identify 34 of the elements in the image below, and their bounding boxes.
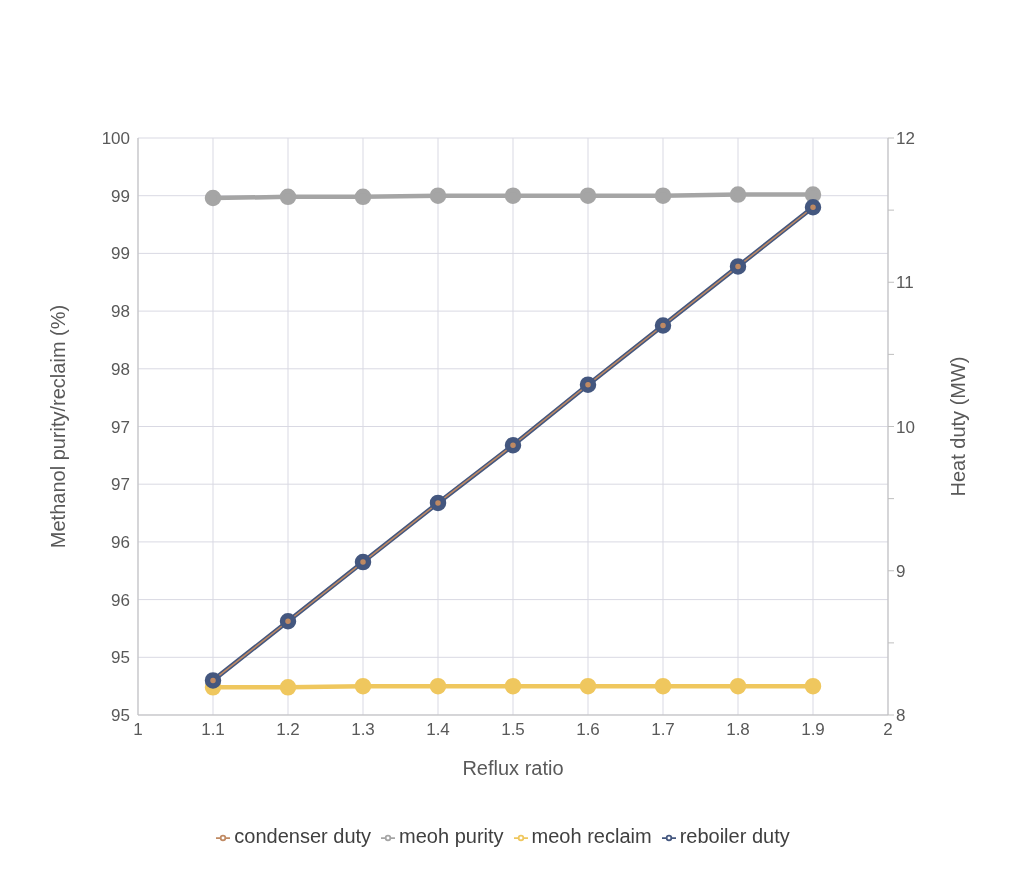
y2-axis-title: Heat duty (MW): [947, 356, 970, 497]
x-tick-label: 1.4: [426, 720, 450, 740]
x-tick-label: 1.5: [501, 720, 525, 740]
y-tick-label: 98: [111, 359, 130, 379]
y-tick-label: 99: [111, 186, 130, 206]
y2-tick-label: 12: [896, 129, 915, 149]
legend-label: condenser duty: [234, 825, 372, 847]
y-tick-label: 96: [111, 532, 130, 552]
x-tick-label: 1: [133, 720, 143, 740]
x-tick-label: 1.1: [201, 720, 225, 740]
y-tick-label: 97: [111, 475, 130, 495]
x-tick-label: 1.2: [276, 720, 300, 740]
y2-tick-label: 10: [896, 417, 915, 437]
x-tick-label: 1.7: [651, 720, 675, 740]
x-tick-label: 1.6: [576, 720, 600, 740]
y-tick-label: 95: [111, 706, 130, 726]
x-tick-label: 1.8: [726, 720, 750, 740]
y2-tick-label: 8: [896, 706, 906, 726]
legend-label: meoh purity: [399, 825, 504, 847]
y-tick-label: 97: [111, 417, 130, 437]
y-tick-label: 98: [111, 302, 130, 322]
y-tick-label: 99: [111, 244, 130, 264]
legend-label: reboiler duty: [679, 825, 790, 847]
y-tick-label: 95: [111, 648, 130, 668]
y-axis-title: Methanol purity/reclaim (%): [47, 304, 70, 549]
x-tick-label: 2: [883, 720, 893, 740]
y2-tick-label: 9: [896, 561, 906, 581]
y2-tick-label: 11: [896, 273, 914, 293]
x-tick-label: 1.9: [801, 720, 825, 740]
x-tick-label: 1.3: [351, 720, 375, 740]
y-tick-label: 100: [101, 129, 130, 149]
y-tick-label: 96: [111, 590, 130, 610]
x-axis-title: Reflux ratio: [462, 757, 564, 779]
legend-label: meoh reclaim: [531, 825, 652, 847]
